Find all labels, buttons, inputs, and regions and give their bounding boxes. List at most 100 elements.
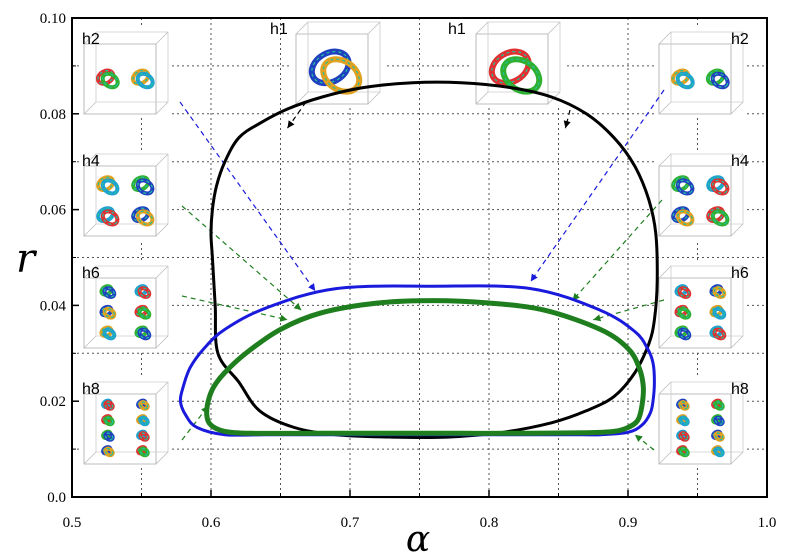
inset-cube-edge bbox=[658, 31, 672, 45]
arrow-h8-left bbox=[181, 405, 209, 441]
inset-knot-texture bbox=[138, 287, 150, 298]
inset-knot-texture bbox=[679, 417, 689, 425]
inset-h6-left: h6 bbox=[80, 262, 172, 352]
inset-knot-texture bbox=[677, 210, 693, 226]
inset-h4-left: h4 bbox=[80, 150, 172, 240]
inset-knot-texture bbox=[713, 328, 725, 339]
y-tick-label: 0.02 bbox=[40, 394, 66, 410]
inset-h8-right: h8 bbox=[655, 378, 749, 468]
inset-cube-edge bbox=[658, 101, 672, 115]
inset-cube-edge bbox=[475, 91, 489, 105]
inset-label: h2 bbox=[82, 31, 100, 48]
inset-knot-texture bbox=[714, 432, 724, 441]
inset-knot-texture bbox=[678, 287, 690, 298]
inset-label: h1 bbox=[448, 21, 466, 38]
y-tick-label: 0.08 bbox=[40, 107, 66, 123]
inset-knot-texture bbox=[137, 73, 154, 88]
inset-label: h1 bbox=[270, 21, 288, 38]
inset-h2-left: h2 bbox=[80, 28, 172, 118]
inset-knot-texture bbox=[677, 179, 693, 195]
inset-cube-edge bbox=[83, 223, 97, 237]
inset-knot-texture bbox=[714, 401, 724, 410]
inset-cube-edge bbox=[730, 153, 744, 167]
inset-h4-right: h4 bbox=[655, 150, 749, 240]
inset-cube-edge bbox=[83, 153, 97, 167]
ticks bbox=[71, 17, 768, 498]
inset-knot-texture bbox=[103, 328, 115, 339]
inset-knot-texture bbox=[139, 417, 149, 425]
inset-cube-edge bbox=[730, 223, 744, 237]
inset-cube-edge bbox=[730, 381, 744, 395]
inset-knot-texture bbox=[139, 401, 149, 410]
x-tick-label: 0.9 bbox=[619, 515, 638, 531]
inset-knot-texture bbox=[714, 417, 724, 425]
inset-label: h4 bbox=[731, 153, 749, 170]
inset-cube-edge bbox=[730, 451, 744, 465]
inset-knot-texture bbox=[677, 73, 694, 88]
inset-cube-edge bbox=[155, 223, 169, 237]
inset-label: h8 bbox=[82, 381, 100, 398]
inset-cube-edge bbox=[295, 91, 309, 105]
series-black-curve bbox=[209, 80, 659, 440]
inset-cube-edge bbox=[83, 451, 97, 465]
inset-cube-edge bbox=[83, 31, 97, 45]
inset-cube-edge bbox=[155, 381, 169, 395]
inset-knot-texture bbox=[104, 448, 114, 456]
inset-knot-texture bbox=[104, 417, 114, 425]
arrow-h8-right bbox=[634, 434, 655, 451]
x-axis-label: α bbox=[406, 519, 430, 556]
inset-cube-edge bbox=[658, 451, 672, 465]
arrow-h2-right bbox=[530, 89, 665, 282]
inset-cube-edge bbox=[155, 265, 169, 279]
inset-cube-edge bbox=[658, 153, 672, 167]
inset-knot-texture bbox=[104, 432, 114, 441]
inset-label: h2 bbox=[731, 31, 749, 48]
inset-cube-edge bbox=[658, 335, 672, 349]
inset-cube-edge bbox=[155, 31, 169, 45]
inset-knot-texture bbox=[139, 432, 149, 441]
inset-knot-texture bbox=[138, 308, 150, 319]
inset-knot-texture bbox=[713, 308, 725, 319]
inset-cube-edge bbox=[83, 381, 97, 395]
inset-h2-right: h2 bbox=[655, 28, 749, 118]
inset-label: h6 bbox=[82, 265, 100, 282]
inset-cube-edge bbox=[83, 335, 97, 349]
inset-knot-texture bbox=[104, 401, 114, 410]
arrow-h6-right bbox=[593, 299, 665, 322]
inset-cube-edge bbox=[475, 21, 489, 35]
inset-h6-right: h6 bbox=[655, 262, 749, 352]
y-tick-label: 0.06 bbox=[40, 203, 67, 219]
inset-knot-texture bbox=[322, 58, 360, 93]
inset-h1-top-right: h1 bbox=[448, 18, 564, 108]
y-tick-label: 0.0 bbox=[47, 490, 66, 506]
x-tick-label: 0.7 bbox=[341, 515, 360, 531]
inset-knot-texture bbox=[103, 308, 115, 319]
inset-knot-texture bbox=[311, 50, 350, 84]
inset-h8-left: h8 bbox=[80, 378, 172, 468]
inset-cube-edge bbox=[658, 381, 672, 395]
arrow-h6-left bbox=[181, 295, 288, 322]
y-axis-label: r bbox=[16, 236, 38, 282]
inset-cube-edge bbox=[730, 335, 744, 349]
inset-cube-edge bbox=[83, 265, 97, 279]
inset-cube-edge bbox=[367, 91, 381, 105]
x-tick-label: 0.8 bbox=[480, 515, 499, 531]
inset-knot-texture bbox=[679, 432, 689, 441]
inset-knot-texture bbox=[712, 179, 728, 195]
inset-knot-texture bbox=[139, 448, 149, 456]
inset-knot-texture bbox=[713, 287, 725, 298]
inset-knot-texture bbox=[102, 210, 118, 226]
inset-knot-texture bbox=[679, 401, 689, 410]
y-tick-label: 0.04 bbox=[40, 298, 67, 314]
series-green-curve bbox=[204, 298, 646, 436]
grid bbox=[72, 18, 767, 497]
insets: h2 h4 h6 h8 h1 h1 h2 h4 h6 h8 bbox=[80, 18, 749, 468]
arrow-h2-left bbox=[179, 101, 316, 292]
inset-cube-edge bbox=[658, 265, 672, 279]
y-tick-label: 0.10 bbox=[40, 11, 66, 27]
inset-knot-texture bbox=[102, 73, 119, 88]
inset-cube-edge bbox=[155, 101, 169, 115]
curves bbox=[178, 80, 659, 440]
inset-knot-texture bbox=[679, 448, 689, 456]
